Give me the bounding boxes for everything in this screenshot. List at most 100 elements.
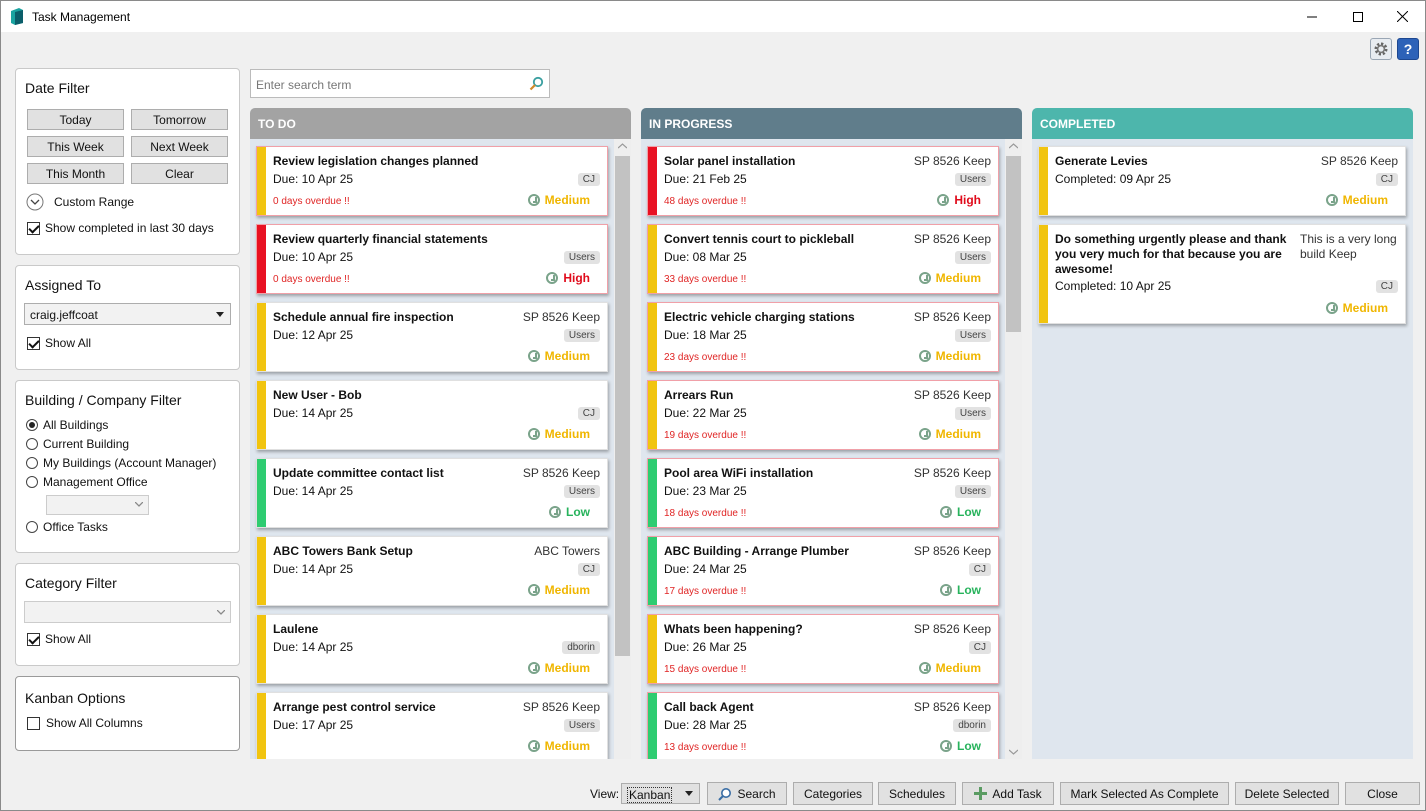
next-week-button[interactable]: Next Week — [131, 136, 228, 157]
scrollbar[interactable] — [614, 139, 631, 759]
radio-management-office[interactable] — [26, 476, 38, 488]
scroll-down-icon[interactable] — [1009, 749, 1018, 755]
priority-stripe — [648, 537, 657, 605]
help-button[interactable]: ? — [1397, 38, 1419, 60]
schedules-button[interactable]: Schedules — [878, 782, 956, 805]
task-card[interactable]: Electric vehicle charging stations Due: 1… — [647, 302, 999, 372]
radio-current-building[interactable] — [26, 438, 38, 450]
this-month-button[interactable]: This Month — [27, 163, 124, 184]
task-card[interactable]: Schedule annual fire inspection Due: 12 A… — [256, 302, 608, 372]
task-due-date: Due: 23 Mar 25 — [664, 484, 747, 498]
task-card[interactable]: Update committee contact list Due: 14 Apr… — [256, 458, 608, 528]
scroll-up-icon[interactable] — [618, 143, 627, 149]
radio-all-buildings[interactable] — [26, 419, 38, 431]
category-show-all-checkbox[interactable] — [27, 633, 40, 646]
show-all-columns-checkbox[interactable] — [27, 717, 40, 730]
task-card[interactable]: Solar panel installation Due: 21 Feb 25 SP… — [647, 146, 999, 216]
my-buildings-label: My Buildings (Account Manager) — [43, 456, 217, 470]
task-card[interactable]: Pool area WiFi installation Due: 23 Mar 2… — [647, 458, 999, 528]
scroll-up-icon[interactable] — [1009, 143, 1018, 149]
task-due-date: Due: 14 Apr 25 — [273, 484, 354, 498]
priority-icon — [527, 740, 540, 752]
assignee-badge: Users — [954, 329, 991, 342]
search-input[interactable]: Enter search term — [250, 69, 550, 98]
priority-stripe — [257, 615, 266, 683]
priority-icon — [918, 272, 931, 284]
add-task-label: Add Task — [992, 786, 1042, 801]
scrollbar-thumb[interactable] — [615, 156, 630, 656]
priority-stripe — [648, 615, 657, 683]
gear-icon — [1374, 42, 1388, 56]
assigned-to-panel: Assigned To craig.jeffcoat Show All — [15, 265, 240, 370]
task-card[interactable]: Arrange pest control service Due: 17 Apr … — [256, 692, 608, 759]
expand-chevron-icon[interactable] — [26, 193, 44, 211]
assigned-show-all-checkbox[interactable] — [27, 337, 40, 350]
task-card[interactable]: Call back Agent Due: 28 Mar 25 SP 8526 Kee… — [647, 692, 999, 759]
close-window-button[interactable] — [1379, 1, 1425, 32]
priority-indicator: Medium — [918, 661, 981, 675]
task-building: This is a very long build Keep — [1300, 232, 1397, 261]
task-building: SP 8526 Keep — [913, 232, 991, 246]
close-button[interactable]: Close — [1345, 782, 1420, 805]
priority-label: Medium — [1342, 301, 1388, 315]
task-card[interactable]: Arrears Run Due: 22 Mar 25 SP 8526 Keep Use… — [647, 380, 999, 450]
task-building: ABC Towers — [534, 544, 600, 558]
today-button[interactable]: Today — [27, 109, 124, 130]
app-icon — [11, 8, 23, 25]
task-card[interactable]: Laulene Due: 14 Apr 25 dborin Medium — [256, 614, 608, 684]
title-bar: Task Management — [1, 1, 1425, 32]
priority-label: Low — [957, 739, 981, 753]
search-icon[interactable] — [529, 76, 544, 91]
custom-range-label[interactable]: Custom Range — [54, 195, 135, 209]
show-completed-label: Show completed in last 30 days — [45, 221, 214, 235]
priority-stripe — [648, 225, 657, 293]
tomorrow-button[interactable]: Tomorrow — [131, 109, 228, 130]
task-card[interactable]: Review quarterly financial statements Due… — [256, 224, 608, 294]
show-completed-checkbox[interactable] — [27, 222, 40, 235]
category-filter-panel: Category Filter Show All — [15, 563, 240, 666]
task-card[interactable]: Generate Levies Completed: 09 Apr 25 SP 85… — [1038, 146, 1406, 216]
column-todo: TO DO Review legislation changes planned… — [250, 108, 631, 759]
priority-label: Medium — [544, 427, 590, 441]
radio-office-tasks[interactable] — [26, 521, 38, 533]
priority-label: Medium — [544, 661, 590, 675]
scrollbar-thumb[interactable] — [1006, 156, 1021, 332]
settings-button[interactable] — [1370, 38, 1392, 60]
assigned-to-select[interactable]: craig.jeffcoat — [24, 303, 231, 325]
management-office-select[interactable] — [46, 495, 149, 515]
task-card[interactable]: Review legislation changes planned Due: 1… — [256, 146, 608, 216]
category-select[interactable] — [24, 601, 231, 623]
column-header: TO DO — [250, 108, 631, 139]
mark-complete-button[interactable]: Mark Selected As Complete — [1060, 782, 1229, 805]
delete-selected-button[interactable]: Delete Selected — [1235, 782, 1339, 805]
radio-my-buildings[interactable] — [26, 457, 38, 469]
categories-button[interactable]: Categories — [793, 782, 873, 805]
priority-icon — [546, 272, 559, 284]
column-completed: COMPLETED Generate Levies Completed: 09 A… — [1032, 108, 1413, 759]
priority-stripe — [648, 381, 657, 449]
priority-stripe — [1039, 225, 1048, 323]
priority-icon — [918, 428, 931, 440]
priority-label: Medium — [1342, 193, 1388, 207]
task-card[interactable]: Convert tennis court to pickleball Due: 0… — [647, 224, 999, 294]
task-card[interactable]: ABC Towers Bank Setup Due: 14 Apr 25 ABC T… — [256, 536, 608, 606]
add-task-button[interactable]: Add Task — [962, 782, 1054, 805]
priority-indicator: Medium — [918, 271, 981, 285]
assignee-badge: CJ — [577, 563, 600, 576]
task-card[interactable]: Do something urgently please and thank y… — [1038, 224, 1406, 324]
clear-button[interactable]: Clear — [131, 163, 228, 184]
task-card[interactable]: Whats been happening? Due: 26 Mar 25 SP 85… — [647, 614, 999, 684]
scrollbar[interactable] — [1005, 139, 1022, 759]
this-week-button[interactable]: This Week — [27, 136, 124, 157]
task-title: Review quarterly financial statements — [273, 232, 488, 246]
maximize-button[interactable] — [1335, 1, 1381, 32]
priority-stripe — [257, 147, 266, 215]
priority-stripe — [648, 147, 657, 215]
view-select[interactable]: Kanban — [621, 783, 700, 804]
minimize-button[interactable] — [1289, 1, 1335, 32]
task-title: Call back Agent — [664, 700, 754, 714]
task-card[interactable]: ABC Building - Arrange Plumber Due: 24 Ma… — [647, 536, 999, 606]
task-title: Review legislation changes planned — [273, 154, 479, 168]
search-button[interactable]: Search — [707, 782, 787, 805]
task-card[interactable]: New User - Bob Due: 14 Apr 25 CJ Medium — [256, 380, 608, 450]
